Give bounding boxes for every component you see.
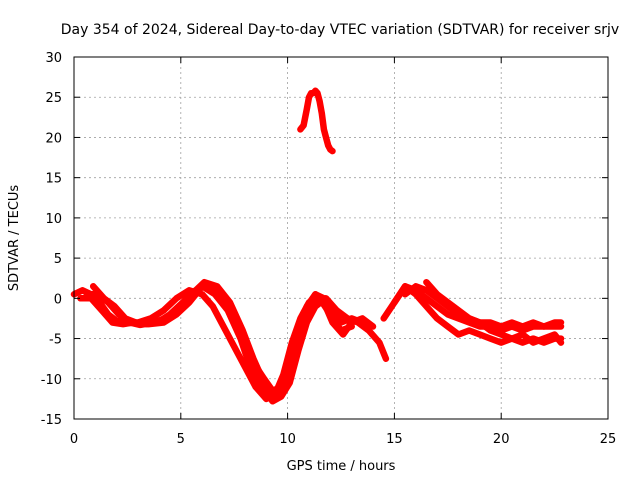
series-trace-f	[391, 283, 565, 346]
series-spike	[297, 87, 336, 155]
plot-frame	[73, 56, 609, 420]
y-tick-label: -5	[49, 333, 62, 348]
x-axis-label: GPS time / hours	[287, 459, 396, 474]
x-tick-label: 20	[493, 432, 510, 447]
y-tick-label: 25	[45, 91, 62, 106]
x-tick-label: 25	[600, 432, 617, 447]
y-tick-label: 20	[45, 131, 62, 146]
y-tick-label: -15	[41, 413, 62, 428]
y-tick-label: 10	[45, 212, 62, 227]
y-tick-label: 5	[54, 252, 62, 267]
y-tick-label: 0	[54, 292, 62, 307]
x-tick-label: 0	[70, 432, 78, 447]
chart-title: Day 354 of 2024, Sidereal Day-to-day VTE…	[61, 22, 619, 38]
y-tick-label: 15	[45, 172, 62, 187]
series-trace-d	[89, 280, 366, 395]
series-layer	[70, 87, 565, 405]
grid	[74, 57, 608, 419]
y-tick-label: 30	[45, 51, 62, 66]
x-tick-label: 15	[386, 432, 403, 447]
series-trace-h	[423, 278, 565, 346]
y-axis-label: SDTVAR / TECUs	[7, 185, 22, 292]
x-tick-label: 10	[279, 432, 296, 447]
y-tick-label: -10	[41, 373, 62, 388]
axis-ticks: 0 5 10 15 20 25 -15 -10 -5 0 5 10 15 20 25 30	[41, 51, 617, 447]
x-tick-label: 5	[177, 432, 185, 447]
